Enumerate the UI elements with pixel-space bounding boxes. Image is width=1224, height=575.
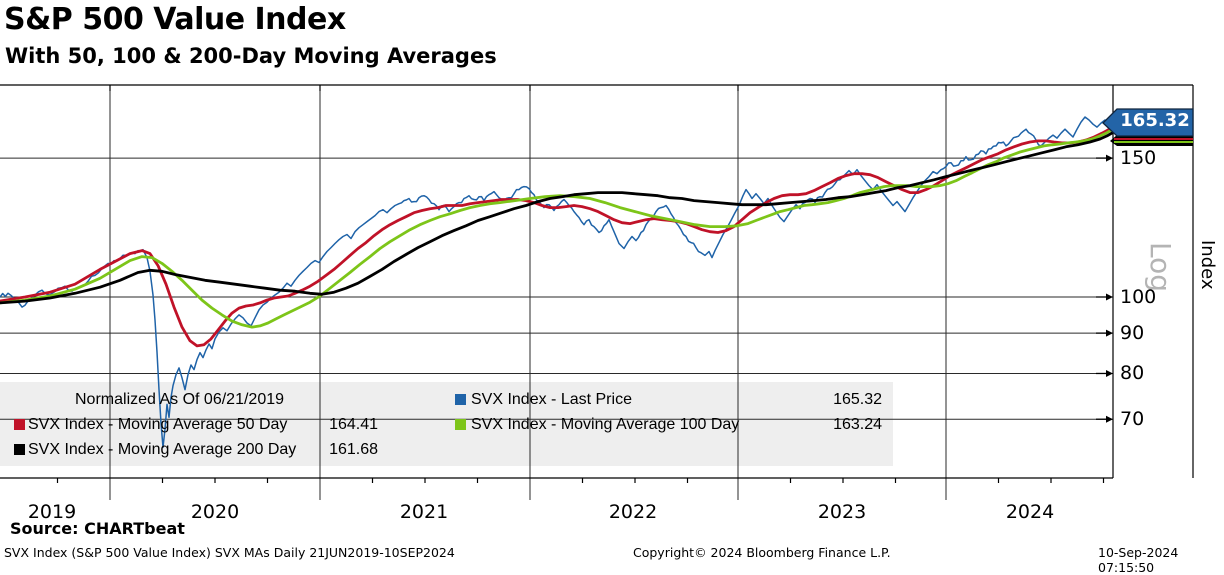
series-line-svx-index-moving-average-100-day bbox=[0, 127, 1115, 329]
footer-timestamp: 10-Sep-2024 07:15:50 bbox=[1098, 545, 1179, 575]
legend-swatch-ma100 bbox=[455, 419, 466, 430]
x-year-label: 2020 bbox=[190, 501, 240, 523]
legend-value-last-price: 165.32 bbox=[833, 391, 882, 408]
y-tick-arrow bbox=[1106, 154, 1113, 162]
ma100-flag-stripe bbox=[1114, 141, 1193, 143]
ma50-flag-stripe bbox=[1114, 138, 1193, 140]
x-year-label: 2024 bbox=[1005, 501, 1055, 523]
ma-flags-stack bbox=[1110, 135, 1193, 146]
footer-description: SVX Index (S&P 500 Value Index) SVX MAs … bbox=[4, 545, 455, 560]
legend-value-ma200: 161.68 bbox=[329, 441, 378, 458]
y-tick-arrow bbox=[1106, 415, 1113, 423]
y-tick-label: 150 bbox=[1120, 147, 1157, 170]
y-tick-arrow bbox=[1106, 369, 1113, 377]
legend-swatch-ma50 bbox=[14, 419, 25, 430]
legend-value-ma100: 163.24 bbox=[833, 416, 882, 433]
y-tick-label: 80 bbox=[1120, 362, 1145, 385]
legend-label-ma100: SVX Index - Moving Average 100 Day bbox=[471, 416, 740, 433]
legend-swatch-ma200 bbox=[14, 444, 25, 455]
y-tick-arrow bbox=[1106, 329, 1113, 337]
y-tick-label: 100 bbox=[1120, 286, 1157, 308]
footer-copyright: Copyright© 2024 Bloomberg Finance L.P. bbox=[633, 545, 891, 560]
page-subtitle: With 50, 100 & 200-Day Moving Averages bbox=[5, 44, 497, 68]
log-scale-watermark: Log bbox=[1144, 242, 1177, 293]
x-year-label: 2022 bbox=[608, 501, 658, 523]
x-year-label: 2021 bbox=[399, 501, 449, 523]
series-line-svx-index-moving-average-50-day bbox=[0, 125, 1115, 348]
legend-background bbox=[0, 382, 893, 466]
source-label: Source: CHARTbeat bbox=[10, 519, 185, 538]
x-year-label: 2019 bbox=[27, 501, 77, 523]
last-price-flag: 165.32 bbox=[1120, 110, 1190, 131]
y-tick-label: 90 bbox=[1120, 322, 1145, 345]
legend-value-ma50: 164.41 bbox=[329, 416, 378, 433]
page-title: S&P 500 Value Index bbox=[4, 2, 346, 37]
legend-label-ma50: SVX Index - Moving Average 50 Day bbox=[28, 416, 288, 433]
y-tick-label: 70 bbox=[1120, 408, 1145, 431]
series-line-svx-index-moving-average-200-day bbox=[0, 131, 1115, 305]
y-tick-arrow bbox=[1106, 293, 1113, 301]
y-axis-title: Index bbox=[1197, 240, 1218, 290]
legend-swatch-last-price bbox=[455, 394, 466, 405]
legend-normalized-note: Normalized As Of 06/21/2019 bbox=[75, 391, 285, 408]
legend-label-last-price: SVX Index - Last Price bbox=[471, 391, 632, 408]
last-price-flag-shape bbox=[1102, 108, 1194, 137]
legend-label-ma200: SVX Index - Moving Average 200 Day bbox=[28, 441, 297, 458]
x-year-label: 2023 bbox=[817, 501, 867, 523]
